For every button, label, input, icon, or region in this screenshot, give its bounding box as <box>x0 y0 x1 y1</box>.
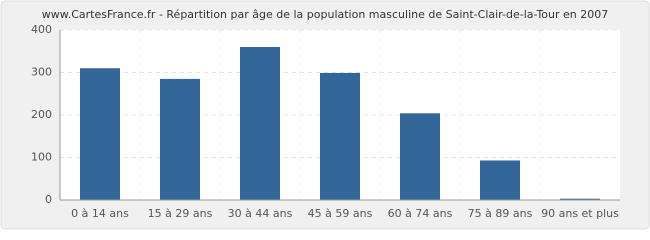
y-tick-label: 300 <box>31 66 52 79</box>
bar <box>560 198 600 200</box>
chart: www.CartesFrance.fr - Répartition par âg… <box>0 0 650 230</box>
bar <box>160 78 200 200</box>
bar <box>80 68 120 200</box>
bar <box>480 160 520 200</box>
x-tick-label: 60 à 74 ans <box>388 207 453 220</box>
x-tick-label: 45 à 59 ans <box>308 207 373 220</box>
y-tick-label: 400 <box>31 23 52 36</box>
bar <box>320 72 360 200</box>
y-tick-label: 100 <box>31 151 52 164</box>
bar <box>240 47 280 200</box>
x-tick-label: 75 à 89 ans <box>468 207 533 220</box>
x-tick-label: 30 à 44 ans <box>228 207 293 220</box>
x-tick-label: 15 à 29 ans <box>148 207 213 220</box>
y-tick-label: 0 <box>45 193 52 206</box>
bar <box>400 113 440 200</box>
x-tick-label: 0 à 14 ans <box>71 207 129 220</box>
x-tick-label: 90 ans et plus <box>541 207 619 220</box>
chart-title: www.CartesFrance.fr - Répartition par âg… <box>42 8 609 21</box>
y-tick-label: 200 <box>31 108 52 121</box>
